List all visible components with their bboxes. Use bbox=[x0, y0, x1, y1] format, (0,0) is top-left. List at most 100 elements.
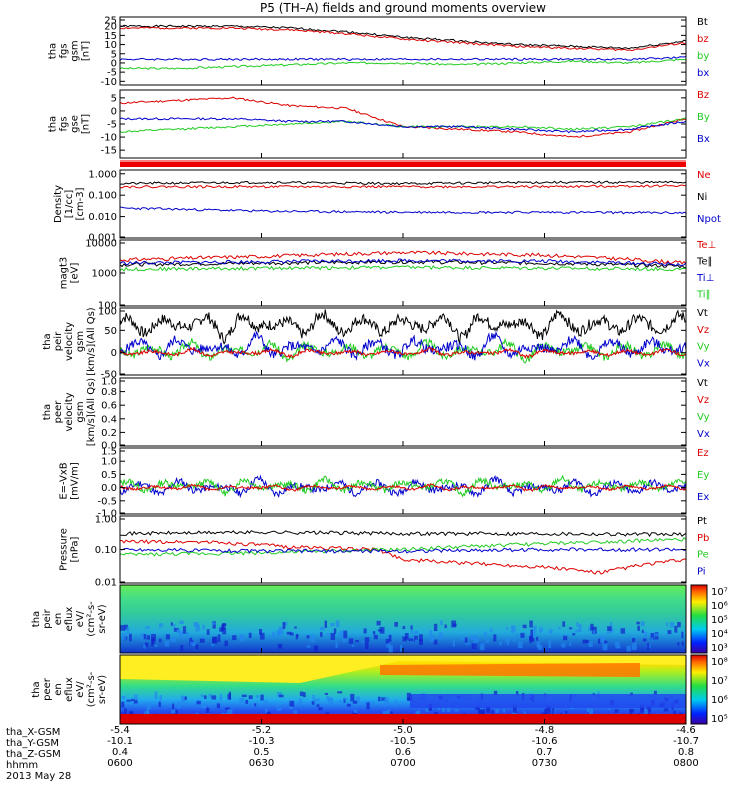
spectrogram-cell bbox=[663, 708, 669, 712]
y-tick-label: -5 bbox=[107, 68, 117, 79]
spectrogram-cell bbox=[615, 645, 621, 649]
y-tick-label: 0 bbox=[111, 348, 117, 359]
spectrogram-cell bbox=[206, 708, 210, 714]
spectrogram-cell bbox=[258, 628, 262, 635]
spectrogram-cell bbox=[674, 625, 678, 633]
spectrogram-cell bbox=[464, 637, 468, 643]
spectrogram-cell bbox=[295, 634, 299, 640]
spectrogram-cell bbox=[515, 634, 519, 637]
y-tick-label: 0.4 bbox=[101, 414, 117, 425]
spectrogram-cell bbox=[140, 633, 145, 641]
spectrogram-cell bbox=[387, 709, 391, 718]
spectrogram-cell bbox=[446, 704, 451, 713]
spectrogram-cell bbox=[669, 622, 675, 628]
y-tick-label: 50 bbox=[104, 326, 117, 337]
spectrogram-cell bbox=[310, 634, 315, 643]
x-axis-value: 0.5 bbox=[254, 747, 270, 758]
x-axis-value: 0700 bbox=[390, 758, 415, 769]
spectrogram-cell bbox=[174, 628, 179, 632]
spectrogram-cell bbox=[318, 707, 323, 711]
spectrogram-cell bbox=[604, 640, 608, 644]
spectrogram-cell bbox=[552, 708, 555, 716]
footer-row-date: 2013 May 28 bbox=[6, 768, 71, 782]
spectrogram-cell bbox=[477, 707, 481, 715]
spectrogram-cell bbox=[506, 641, 510, 646]
y-tick-label: 1.5 bbox=[101, 447, 117, 458]
spectrogram-cell bbox=[433, 623, 438, 632]
x-axis-value: -4.6 bbox=[676, 725, 696, 736]
spectrogram-cell bbox=[144, 642, 149, 647]
spectrogram-cell bbox=[335, 620, 340, 628]
y-axis-label: en bbox=[53, 613, 64, 626]
y-tick-label: -1.0 bbox=[97, 509, 117, 520]
spectrogram-cell bbox=[256, 695, 259, 699]
y-tick-label: 15 bbox=[104, 31, 117, 42]
y-axis-label: tha bbox=[31, 611, 42, 627]
spectrogram-cell bbox=[505, 638, 510, 643]
spectrogram-cell bbox=[437, 706, 441, 711]
footer-row-z: tha_Z-GSM bbox=[6, 746, 71, 760]
spectrogram-cell bbox=[614, 709, 619, 713]
spectrogram-cell bbox=[681, 631, 684, 639]
spectrogram-cell bbox=[126, 699, 131, 702]
spectrogram-cell bbox=[265, 708, 268, 716]
y-tick-label: 10000 bbox=[85, 239, 117, 250]
spectrogram-cell bbox=[221, 712, 225, 715]
spectrogram-cell bbox=[565, 710, 568, 715]
spectrogram-cell bbox=[133, 694, 138, 701]
spectrogram-cell bbox=[317, 698, 320, 702]
spectrogram-cell bbox=[181, 696, 186, 703]
footer-label: tha_Y-GSM bbox=[6, 738, 60, 749]
footer-label: hhmm bbox=[6, 760, 39, 771]
x-axis-value: -10.6 bbox=[532, 736, 558, 747]
spectrogram-cell bbox=[641, 629, 644, 634]
series-line-bz bbox=[119, 26, 687, 52]
spectrogram-cell bbox=[376, 620, 381, 626]
spectrogram-cell bbox=[165, 634, 170, 640]
spectrogram-band bbox=[120, 655, 686, 683]
y-tick-label: 0.5 bbox=[101, 470, 117, 481]
legend-entry-Npot: Npot bbox=[697, 214, 721, 225]
spectrogram-cell bbox=[212, 636, 218, 644]
spectrogram-cell bbox=[227, 693, 231, 700]
spectrogram-cell bbox=[515, 691, 519, 696]
series-line-Pi bbox=[119, 547, 687, 554]
spectrogram-cell bbox=[410, 630, 413, 634]
spectrogram-cell bbox=[653, 690, 657, 695]
spectrogram-cell bbox=[217, 634, 221, 643]
spectrogram-cell bbox=[286, 631, 292, 635]
spectrogram-cell bbox=[429, 630, 433, 635]
spectrogram-cell bbox=[677, 622, 681, 628]
colorbar-tick-label: 10⁶ bbox=[711, 695, 728, 706]
spectrogram-cell bbox=[355, 639, 359, 643]
legend-entry-Te∥: Te∥ bbox=[696, 257, 713, 268]
spectrogram-cell bbox=[609, 622, 613, 627]
y-axis-label: tha bbox=[42, 333, 53, 349]
spectrogram-cell bbox=[342, 636, 347, 643]
y-axis-label: sr-eV) bbox=[97, 675, 108, 704]
spectrogram-cell bbox=[343, 697, 348, 700]
legend-entry-Pt: Pt bbox=[697, 516, 707, 527]
spectrogram-cell bbox=[158, 701, 161, 708]
spectrogram-cell bbox=[175, 709, 178, 718]
y-axis-label: sr-eV) bbox=[97, 604, 108, 633]
y-tick-label: 0.01 bbox=[95, 578, 117, 589]
spectrogram-cell bbox=[294, 626, 297, 629]
spectrogram-cell bbox=[644, 631, 648, 640]
spectrogram-cell bbox=[135, 703, 140, 707]
spectrogram-cell bbox=[355, 696, 361, 703]
spectrogram-cell bbox=[245, 699, 249, 704]
spectrogram-cell bbox=[320, 626, 325, 631]
spectrogram-cell bbox=[640, 621, 645, 627]
spectrogram-cell bbox=[121, 696, 126, 699]
colorbar-tick-label: 10⁸ bbox=[711, 657, 728, 668]
y-axis-label: (cm²-s- bbox=[86, 601, 97, 637]
spectrogram-cell bbox=[146, 702, 152, 710]
spectrogram-cell bbox=[388, 634, 392, 642]
y-axis-label: peir bbox=[53, 331, 64, 351]
spectrogram-cell bbox=[176, 629, 181, 634]
spectrogram-cell bbox=[400, 644, 403, 652]
x-axis-value: -5.2 bbox=[252, 725, 272, 736]
y-tick-label: 0 bbox=[111, 106, 117, 117]
spectrogram-cell bbox=[416, 710, 421, 715]
